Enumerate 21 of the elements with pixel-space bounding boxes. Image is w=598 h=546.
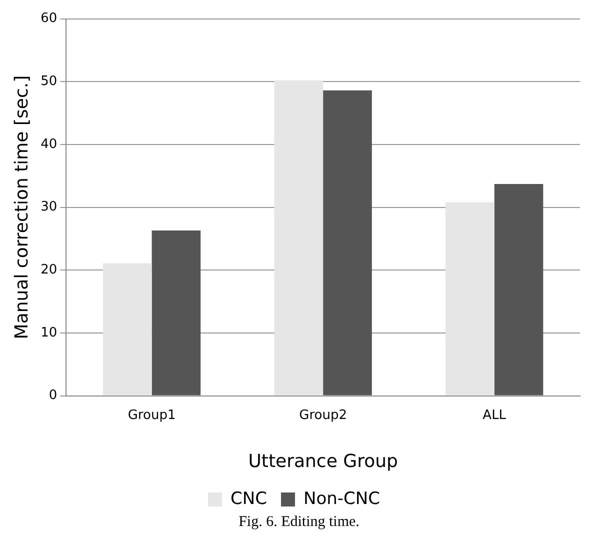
y-tick-label: 0 <box>48 388 58 404</box>
x-tick-label: ALL <box>482 408 507 423</box>
bar <box>494 184 544 396</box>
bar <box>152 230 201 396</box>
y-tick-label: 40 <box>40 136 58 152</box>
bar <box>323 90 372 396</box>
y-tick-label: 20 <box>40 262 58 278</box>
y-axis-title: Manual correction time [sec.] <box>11 75 32 340</box>
y-tick-label: 50 <box>40 74 58 90</box>
y-tick-label: 30 <box>40 200 58 215</box>
bar <box>102 263 152 396</box>
legend-label: Non-CNC <box>303 488 380 509</box>
x-axis-title: Utterance Group <box>248 450 398 472</box>
x-tick-label: Group2 <box>299 408 347 423</box>
legend-label: CNC <box>230 488 267 509</box>
bar <box>274 80 324 396</box>
x-tick-label: Group1 <box>128 408 176 423</box>
y-tick-label: 10 <box>40 325 58 340</box>
y-tick-label: 60 <box>40 11 58 26</box>
caption: Fig. 6. Editing time. <box>238 514 360 531</box>
bar <box>446 202 494 396</box>
